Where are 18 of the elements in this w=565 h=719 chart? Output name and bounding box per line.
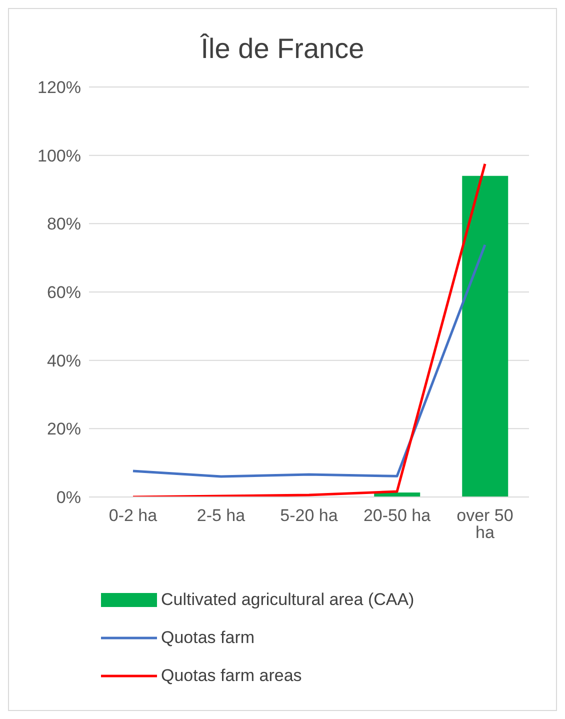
x-tick-label: 20-50 ha <box>363 506 432 526</box>
line-series <box>132 244 486 478</box>
y-tick-label: 40% <box>46 351 81 370</box>
x-tick-label: over 50 ha <box>456 506 514 542</box>
x-tick-label: 0-2 ha <box>108 506 158 526</box>
y-tick-label: 80% <box>46 214 81 234</box>
y-tick-label: 100% <box>38 146 81 166</box>
y-tick-label: 60% <box>46 283 81 302</box>
y-tick-label: 120% <box>38 78 81 98</box>
y-tick-label: 0% <box>56 488 81 508</box>
line-series <box>132 162 486 497</box>
legend-label: Cultivated agricultural area (CAA) <box>161 590 414 610</box>
legend-label: Quotas farm areas <box>161 666 302 686</box>
x-tick-label: 5-20 ha <box>280 506 338 526</box>
legend-label: Quotas farm <box>161 628 255 648</box>
x-tick-label: 2-5 ha <box>196 506 246 526</box>
chart-title: Île de France <box>199 33 366 65</box>
y-tick-label: 20% <box>46 420 81 439</box>
